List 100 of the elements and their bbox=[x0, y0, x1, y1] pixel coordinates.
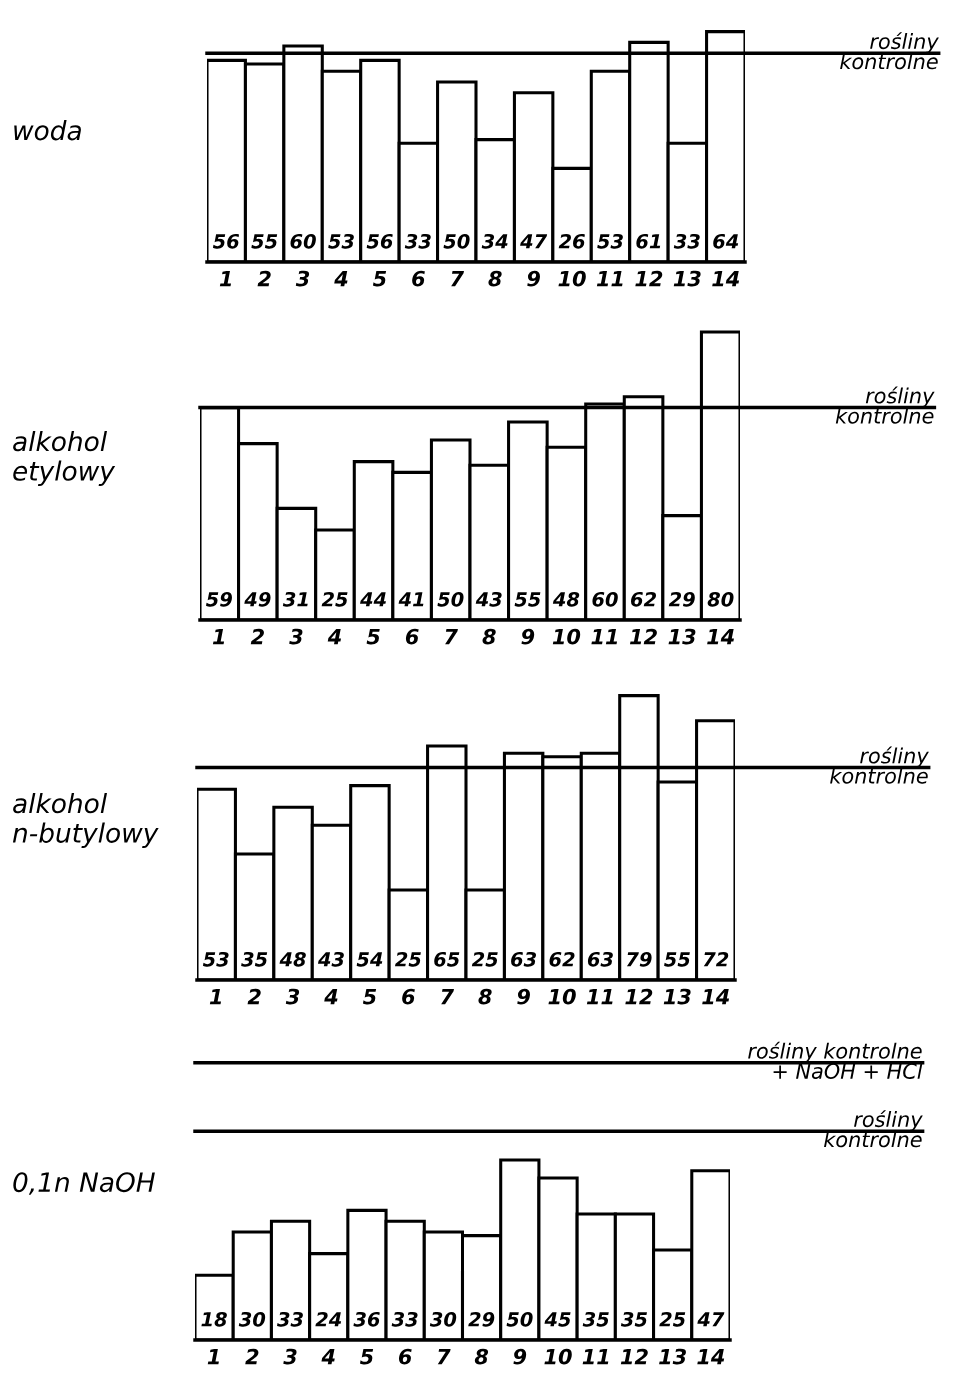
data-label: 63 bbox=[587, 951, 613, 967]
x-tick-label: 10 bbox=[548, 988, 576, 1005]
ref-line-label: rośliny kontrolne bbox=[840, 32, 939, 70]
data-label: 35 bbox=[241, 951, 268, 967]
data-label: 65 bbox=[434, 951, 460, 967]
data-label: 35 bbox=[620, 1311, 647, 1327]
x-tick-label: 9 bbox=[527, 270, 540, 287]
data-label: 33 bbox=[277, 1311, 303, 1327]
data-label: 64 bbox=[713, 233, 739, 249]
x-tick-label: 5 bbox=[372, 270, 387, 287]
data-label: 45 bbox=[544, 1312, 571, 1327]
x-tick-label: 14 bbox=[697, 1348, 725, 1365]
x-tick-label: 7 bbox=[445, 628, 458, 645]
data-label: 48 bbox=[279, 951, 306, 967]
data-label: 62 bbox=[549, 951, 575, 967]
x-tick-label: 10 bbox=[552, 628, 581, 645]
x-tick-label: 6 bbox=[398, 1348, 412, 1365]
data-label: 18 bbox=[201, 1311, 227, 1327]
data-label: 30 bbox=[238, 1311, 266, 1327]
x-tick-label: 1 bbox=[219, 270, 232, 287]
data-label: 60 bbox=[592, 591, 618, 607]
data-label: 47 bbox=[520, 234, 548, 249]
data-label: 53 bbox=[202, 951, 229, 967]
x-tick-label: 5 bbox=[362, 988, 377, 1005]
data-label: 29 bbox=[668, 591, 695, 607]
x-tick-label: 12 bbox=[629, 628, 657, 645]
x-tick-label: 12 bbox=[625, 988, 653, 1005]
data-label: 49 bbox=[244, 591, 271, 607]
data-label: 55 bbox=[514, 592, 541, 607]
x-tick-label: 6 bbox=[402, 988, 415, 1005]
x-tick-label: 2 bbox=[257, 270, 271, 287]
data-label: 25 bbox=[394, 951, 421, 967]
data-label: 53 bbox=[597, 233, 623, 249]
x-tick-label: 14 bbox=[702, 988, 730, 1005]
data-label: 26 bbox=[558, 233, 585, 249]
data-label: 60 bbox=[290, 233, 316, 249]
data-label: 55 bbox=[251, 234, 278, 249]
x-tick-label: 14 bbox=[707, 628, 734, 645]
data-label: 80 bbox=[707, 591, 734, 607]
x-tick-label: 4 bbox=[324, 988, 338, 1005]
x-tick-label: 10 bbox=[558, 270, 586, 287]
x-tick-label: 9 bbox=[517, 988, 530, 1005]
x-tick-label: 13 bbox=[663, 988, 691, 1005]
y-axis-title: alkohol etylowy bbox=[13, 430, 116, 486]
data-label: 33 bbox=[404, 233, 431, 249]
data-label: 35 bbox=[582, 1311, 609, 1327]
x-tick-label: 14 bbox=[712, 270, 740, 287]
x-tick-label: 12 bbox=[620, 1348, 648, 1365]
data-label: 62 bbox=[631, 591, 657, 607]
x-tick-label: 11 bbox=[596, 270, 623, 287]
x-tick-label: 5 bbox=[366, 628, 380, 645]
data-label: 43 bbox=[475, 591, 502, 607]
data-label: 44 bbox=[360, 592, 386, 607]
x-tick-label: 11 bbox=[582, 1348, 609, 1365]
data-label: 50 bbox=[506, 1311, 533, 1327]
x-tick-label: 7 bbox=[441, 988, 454, 1005]
data-label: 53 bbox=[328, 233, 354, 249]
data-label: 25 bbox=[659, 1311, 686, 1327]
x-tick-label: 13 bbox=[673, 270, 701, 287]
x-tick-label: 12 bbox=[635, 270, 663, 287]
ref-line-label: rośliny kontrolne bbox=[824, 1110, 923, 1148]
ref-line-label: rośliny kontrolne bbox=[830, 746, 929, 784]
data-label: 33 bbox=[673, 233, 700, 249]
data-label: 36 bbox=[353, 1311, 380, 1327]
data-label: 29 bbox=[468, 1311, 495, 1327]
data-label: 47 bbox=[697, 1312, 725, 1327]
data-label: 61 bbox=[636, 233, 661, 249]
data-label: 30 bbox=[429, 1311, 457, 1327]
data-label: 50 bbox=[443, 233, 470, 249]
x-tick-label: 6 bbox=[405, 628, 419, 645]
x-tick-label: 1 bbox=[207, 1348, 219, 1365]
x-tick-label: 3 bbox=[295, 270, 310, 287]
x-tick-label: 8 bbox=[488, 270, 502, 287]
x-tick-label: 4 bbox=[327, 628, 341, 645]
data-label: 24 bbox=[315, 1311, 342, 1327]
x-tick-label: 7 bbox=[451, 270, 464, 287]
data-label: 48 bbox=[552, 591, 580, 607]
x-tick-label: 2 bbox=[250, 628, 264, 645]
data-label: 34 bbox=[481, 233, 508, 249]
x-tick-label: 6 bbox=[412, 270, 425, 287]
y-axis-title: alkohol n-butylowy bbox=[12, 792, 159, 848]
data-label: 79 bbox=[626, 951, 652, 967]
data-label: 54 bbox=[356, 952, 383, 967]
x-tick-label: 2 bbox=[245, 1348, 259, 1365]
data-label: 72 bbox=[703, 951, 729, 967]
x-tick-label: 5 bbox=[359, 1348, 374, 1365]
x-tick-label: 7 bbox=[437, 1348, 451, 1365]
data-label: 25 bbox=[321, 591, 348, 607]
x-tick-label: 1 bbox=[209, 988, 222, 1005]
data-label: 56 bbox=[366, 233, 393, 249]
data-label: 63 bbox=[511, 951, 537, 967]
data-label: 33 bbox=[391, 1311, 418, 1327]
data-label: 50 bbox=[437, 591, 464, 607]
x-tick-label: 13 bbox=[659, 1348, 686, 1365]
data-label: 25 bbox=[471, 951, 498, 967]
x-tick-label: 4 bbox=[334, 270, 348, 287]
y-axis-title: woda bbox=[14, 119, 81, 141]
x-tick-label: 8 bbox=[474, 1348, 489, 1365]
data-label: 43 bbox=[317, 951, 344, 967]
ref-line-label: rośliny kontrolne + NaOH + HCl bbox=[748, 1041, 923, 1079]
